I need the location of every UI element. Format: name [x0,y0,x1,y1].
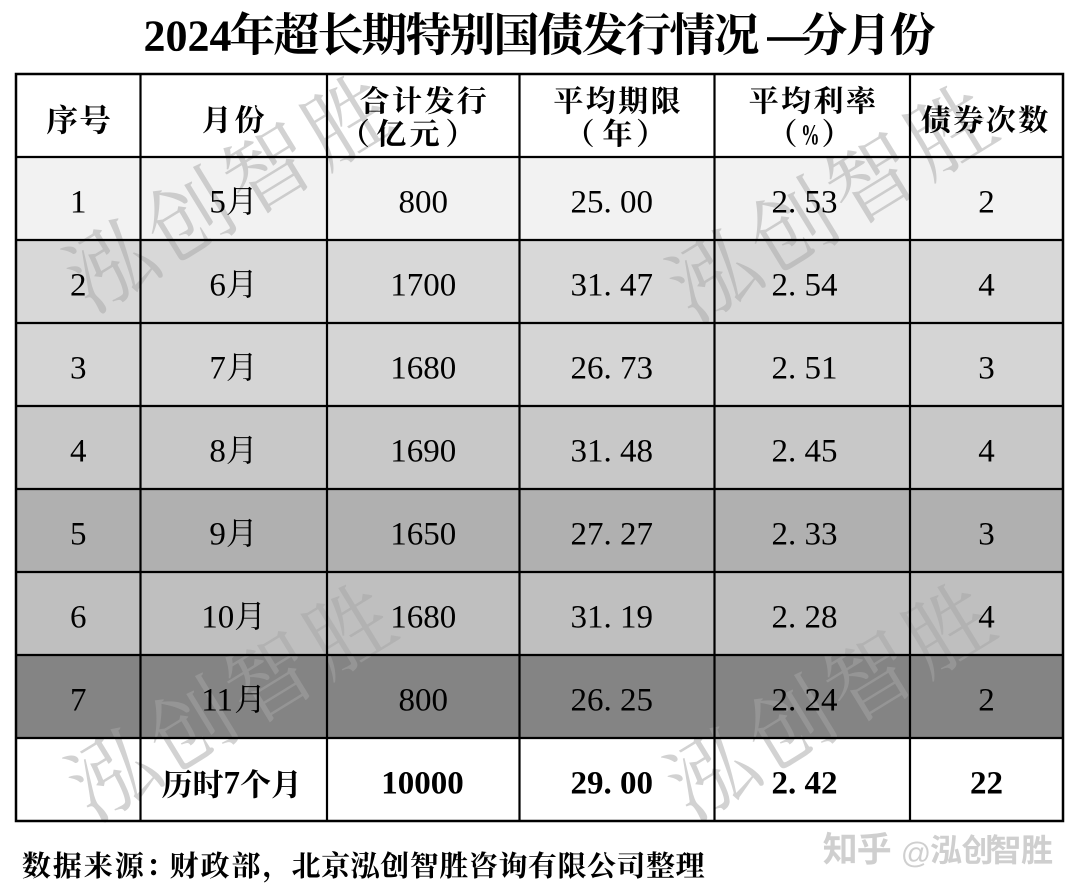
svg-text:7: 7 [209,351,226,387]
svg-text:2.51: 2.51 [772,351,838,387]
svg-text:11: 11 [201,683,233,719]
svg-text:7: 7 [224,766,241,802]
svg-text:@: @ [901,837,931,870]
svg-text:2.54: 2.54 [772,268,838,304]
svg-text:4: 4 [978,600,995,636]
svg-text:6: 6 [209,268,226,304]
svg-text:3: 3 [978,351,995,387]
svg-text:4: 4 [978,268,995,304]
svg-text:800: 800 [398,185,448,221]
svg-text:22: 22 [970,766,1003,802]
svg-text:1690: 1690 [390,434,456,470]
svg-text:1700: 1700 [390,268,456,304]
svg-text:2: 2 [70,268,87,304]
svg-text:9: 9 [209,517,226,553]
svg-text:10000: 10000 [381,766,464,802]
svg-text:2: 2 [978,185,995,221]
svg-text:5: 5 [209,185,226,221]
svg-text:5: 5 [70,517,87,553]
svg-text:8: 8 [209,434,226,470]
svg-text:1680: 1680 [390,600,456,636]
svg-text:3: 3 [978,517,995,553]
svg-text:1680: 1680 [390,351,456,387]
svg-text:4: 4 [70,434,87,470]
svg-text:2.24: 2.24 [772,683,838,719]
svg-text:1: 1 [70,185,87,221]
svg-text:2.28: 2.28 [772,600,838,636]
svg-text:2.33: 2.33 [772,517,838,553]
svg-text:2024: 2024 [144,12,232,61]
svg-text:2.42: 2.42 [772,766,838,802]
svg-text:2: 2 [978,683,995,719]
svg-text:2.53: 2.53 [772,185,838,221]
svg-text:10: 10 [201,600,234,636]
svg-text:%: % [801,119,820,151]
svg-text:800: 800 [398,683,448,719]
svg-text:7: 7 [70,683,87,719]
svg-text:1650: 1650 [390,517,456,553]
svg-text:4: 4 [978,434,995,470]
svg-text:2.45: 2.45 [772,434,838,470]
svg-text:3: 3 [70,351,87,387]
svg-text:6: 6 [70,600,87,636]
